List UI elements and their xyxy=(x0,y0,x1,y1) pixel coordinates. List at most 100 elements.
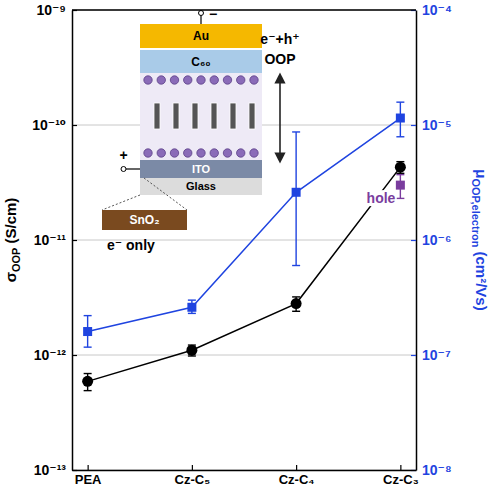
error-bar-stem xyxy=(87,374,88,391)
tick-mark xyxy=(72,125,77,126)
tick-label: 10⁻¹³ xyxy=(34,462,67,478)
x-tick: Cz-C₄ xyxy=(279,465,315,487)
data-layer xyxy=(82,102,406,390)
error-bar xyxy=(84,316,92,348)
terminal xyxy=(121,167,126,172)
error-bar-cap xyxy=(84,315,92,316)
tick-label: 10⁻¹⁰ xyxy=(32,117,66,133)
grid-line xyxy=(72,470,416,471)
error-bar-stem xyxy=(400,175,401,199)
y-axis-title: σOOP (S/cm) xyxy=(2,198,22,283)
error-bar-stem xyxy=(400,102,401,137)
organic-spacer xyxy=(211,103,217,129)
lead xyxy=(200,15,201,24)
annotation: e⁻+h⁺ xyxy=(260,31,299,47)
y2-tick: 10⁻⁴ xyxy=(411,2,452,18)
y2-axis: 10⁻⁸10⁻⁷10⁻⁶10⁻⁵10⁻⁴ xyxy=(411,2,452,478)
tick-label: 10⁻¹² xyxy=(34,347,67,363)
layer-glass xyxy=(140,178,262,195)
error-bar-cap xyxy=(188,355,196,356)
error-bar-cap xyxy=(188,299,196,300)
error-bar-stem xyxy=(295,297,296,311)
frame-top xyxy=(72,9,416,11)
y-tick: 10⁻¹³ xyxy=(34,462,77,478)
chart: AuC₆₀ITOGlassSnO₂e⁻+h⁺OOPe⁻ only−+10⁻¹³1… xyxy=(0,0,490,498)
error-bar-cap xyxy=(292,131,300,132)
y-tick: 10⁻¹² xyxy=(34,347,77,363)
lattice-atom xyxy=(184,149,192,157)
tick-label: 10⁻⁶ xyxy=(422,232,451,248)
y-axis: 10⁻¹³ 10⁻¹² 10⁻¹¹ 10⁻¹⁰ 10⁻⁹ xyxy=(32,2,77,478)
tick-mark xyxy=(192,465,193,470)
label-background xyxy=(366,190,397,206)
layer-perovskite xyxy=(140,73,262,160)
error-bar-cap xyxy=(396,174,404,175)
tick-mark xyxy=(400,465,401,470)
layer-sno2 xyxy=(102,210,187,230)
grid xyxy=(72,10,416,470)
tick-mark xyxy=(411,240,416,241)
layer-au xyxy=(140,24,262,48)
x-tick: Cz-C₃ xyxy=(383,465,419,487)
oop-arrow xyxy=(279,78,281,158)
error-bar xyxy=(292,132,300,266)
error-bar-cap xyxy=(396,101,404,102)
error-bar xyxy=(396,102,404,137)
connector xyxy=(144,178,187,210)
error-bar xyxy=(84,374,92,391)
y-tick: 10⁻¹⁰ xyxy=(32,117,77,133)
error-bar xyxy=(188,300,196,313)
organic-spacer xyxy=(249,103,255,129)
lattice-atom xyxy=(157,76,165,84)
error-bar-cap xyxy=(396,198,404,199)
organic-spacer xyxy=(230,103,236,129)
tick-mark xyxy=(296,465,297,470)
tick-mark xyxy=(411,355,416,356)
x-tick: PEA xyxy=(75,465,102,487)
tick-label: 10⁻⁷ xyxy=(422,347,451,363)
tick-label: 10⁻⁵ xyxy=(422,117,452,133)
tick-mark xyxy=(88,465,89,470)
grid-line xyxy=(72,355,416,356)
y-tick: 10⁻⁹ xyxy=(36,2,77,18)
lattice-atom xyxy=(223,149,231,157)
organic-spacer xyxy=(154,103,160,129)
annotation: − xyxy=(209,6,217,22)
tick-label: 10⁻¹¹ xyxy=(34,232,67,248)
error-bar-cap xyxy=(396,161,404,162)
y2-tick: 10⁻⁵ xyxy=(411,117,452,133)
y2-tick: 10⁻⁷ xyxy=(411,347,451,363)
series xyxy=(83,114,405,337)
error-bar-cap xyxy=(188,344,196,345)
error-bar-stem xyxy=(400,162,401,174)
series xyxy=(82,162,406,387)
marker xyxy=(186,345,197,356)
lattice-atom xyxy=(223,76,231,84)
error-bar xyxy=(292,297,300,311)
error-bar-cap xyxy=(84,390,92,391)
x-axis: PEA Cz-C₅ Cz-C₄ Cz-C₃ xyxy=(73,465,419,487)
y2-axis-title: μOOP,electron (cm²/Vs) xyxy=(470,169,490,310)
annotation: OOP xyxy=(264,51,295,67)
annotation: C₆₀ xyxy=(191,55,211,69)
tick-label: Cz-C₅ xyxy=(175,472,211,487)
error-bar-stem xyxy=(191,345,192,356)
y-tick: 10⁻¹¹ xyxy=(34,232,77,248)
lattice-atom xyxy=(144,76,152,84)
lead xyxy=(126,168,140,169)
lattice-atom xyxy=(170,149,178,157)
lattice-atom xyxy=(237,76,245,84)
tick-label: PEA xyxy=(75,472,102,487)
layer-c60 xyxy=(140,50,262,73)
error-bar-cap xyxy=(396,173,404,174)
axis-line xyxy=(73,470,417,472)
annotation: ITO xyxy=(192,163,211,175)
y2-tick: 10⁻⁶ xyxy=(411,232,451,248)
lattice-atom xyxy=(210,149,218,157)
lattice-atom xyxy=(157,149,165,157)
tick-mark xyxy=(72,240,77,241)
plot: AuC₆₀ITOGlassSnO₂e⁻+h⁺OOPe⁻ only−+10⁻¹³1… xyxy=(32,2,452,487)
terminal xyxy=(199,11,204,16)
series-line xyxy=(88,167,401,381)
grid-line xyxy=(72,10,416,11)
